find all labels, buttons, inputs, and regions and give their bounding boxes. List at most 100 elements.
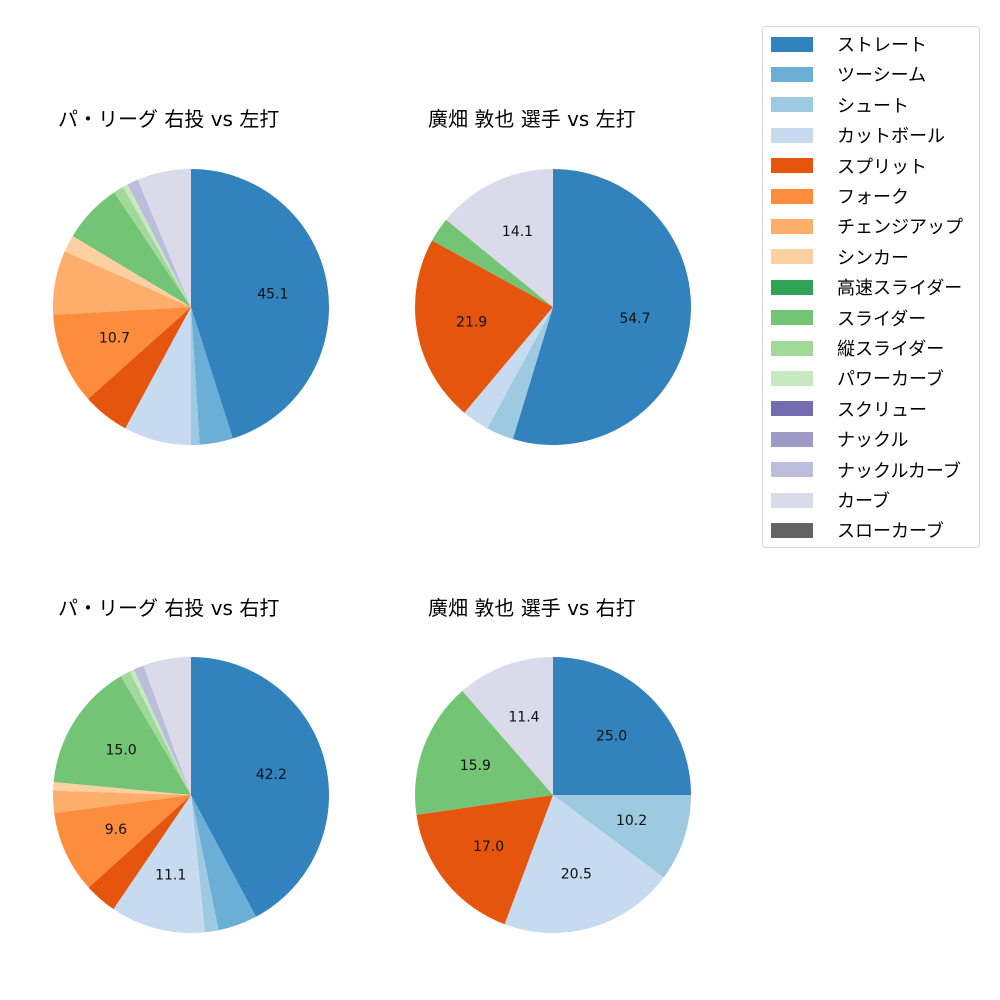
pie-slice-label: 15.9 — [460, 758, 491, 774]
legend-item: ツーシーム — [771, 63, 927, 87]
pie-slice — [88, 307, 191, 429]
pie-slice — [53, 251, 191, 315]
legend-label: ストレート — [837, 35, 927, 56]
legend-swatch — [771, 36, 813, 52]
legend: ストレートツーシームシュートカットボール スプリットフォークチェンジアップシンカー… — [762, 26, 980, 548]
legend-item: スプリット — [771, 155, 927, 178]
pie-slice — [123, 184, 191, 307]
pie-slice — [114, 186, 191, 307]
legend-item: ストレート — [771, 33, 927, 56]
legend-item: フォーク — [771, 185, 909, 208]
pie-slice — [415, 690, 553, 815]
legend-item: チェンジアップ — [771, 215, 963, 239]
pie-slice — [191, 795, 219, 933]
legend-item: スクリュー — [771, 398, 927, 421]
legend-label: ナックルカーブ — [837, 460, 961, 482]
pie-slice — [415, 240, 553, 413]
pie-slice — [432, 219, 553, 307]
pie-slice — [191, 307, 233, 445]
pie-slice — [88, 795, 191, 910]
pie-slice — [504, 795, 664, 934]
legend-swatch — [771, 158, 813, 174]
pie-slice-label: 20.5 — [561, 866, 592, 882]
pie-slice-label: 10.2 — [616, 813, 647, 829]
chart-title-player-vs-left: 廣畑 敦也 選手 vs 左打 — [428, 107, 636, 131]
pie-slice — [191, 795, 256, 931]
chart-title-league-vs-right: パ・リーグ 右投 vs 右打 — [58, 596, 280, 620]
pie-slice-label: 21.9 — [456, 314, 487, 330]
legend-swatch — [771, 431, 813, 447]
pie-slice — [553, 795, 691, 878]
legend-label: ナックル — [837, 430, 909, 452]
legend-swatch — [771, 127, 813, 143]
legend-label: カーブ — [837, 491, 890, 512]
pie-slice-label: 11.4 — [508, 709, 539, 725]
legend-label: ツーシーム — [837, 65, 927, 87]
legend-label: カットボール — [837, 126, 945, 148]
pie-slice-label: 11.1 — [155, 867, 186, 883]
pie-slice — [416, 795, 553, 925]
legend-label: スプリット — [837, 156, 927, 178]
legend-swatch — [771, 218, 813, 234]
pie-slice — [191, 169, 329, 439]
legend-swatch — [771, 370, 813, 386]
pie-slice — [462, 657, 553, 795]
pie-slice-label: 15.0 — [106, 743, 137, 759]
pie-slice — [127, 179, 191, 307]
pie-slice-label: 14.1 — [502, 224, 533, 240]
legend-item: 高速スライダー — [771, 276, 962, 299]
legend-label: パワーカーブ — [837, 369, 944, 391]
pie-slice — [191, 307, 200, 445]
pie-slice — [53, 790, 192, 814]
legend-item: スローカーブ — [771, 519, 944, 542]
pie-slice-label: 42.2 — [256, 767, 287, 783]
pie-slice — [137, 169, 191, 307]
pie-slice — [120, 671, 191, 795]
pie-slice-label: 25.0 — [596, 728, 627, 744]
legend-item: カーブ — [771, 489, 890, 512]
legend-swatch — [771, 249, 813, 265]
pie-slice-label: 17.0 — [473, 839, 504, 855]
legend-swatch — [771, 97, 813, 113]
legend-item: スライダー — [771, 307, 927, 330]
legend-label: チェンジアップ — [837, 217, 963, 239]
legend-swatch — [771, 188, 813, 204]
legend-label: フォーク — [837, 187, 909, 208]
pie-slice — [143, 657, 191, 795]
legend-swatch — [771, 310, 813, 326]
pie-slice — [464, 307, 553, 429]
chart-title-player-vs-right: 廣畑 敦也 選手 vs 右打 — [428, 596, 636, 620]
legend-label: スライダー — [837, 308, 927, 330]
pie-slice-label: 9.6 — [105, 822, 127, 838]
legend-label: シュート — [837, 95, 909, 117]
legend-swatch — [771, 492, 813, 508]
pie-slice — [125, 307, 191, 445]
legend-item: シンカー — [771, 246, 909, 269]
pie-slice-label: 10.7 — [99, 331, 130, 347]
legend-swatch — [771, 279, 813, 295]
pie-slice — [53, 307, 192, 399]
chart-title-league-vs-left: パ・リーグ 右投 vs 左打 — [58, 107, 280, 131]
legend-item: 縦スライダー — [771, 337, 945, 360]
legend-item: ナックル — [771, 428, 909, 452]
pie-slice — [53, 782, 191, 795]
legend-swatch — [771, 401, 813, 417]
pie-slice — [113, 795, 205, 933]
legend-swatch — [771, 340, 813, 356]
legend-swatch — [771, 522, 813, 538]
legend-item: シュート — [771, 94, 909, 117]
pie-slice — [512, 169, 691, 445]
pie-slice-label: 45.1 — [257, 286, 288, 302]
pie-slice — [72, 192, 191, 307]
legend-item: カットボール — [771, 124, 945, 148]
legend-label: 縦スライダー — [837, 339, 945, 360]
pie-slice — [133, 665, 191, 795]
pie-slice — [54, 795, 191, 888]
legend-item: ナックルカーブ — [771, 459, 961, 482]
legend-swatch — [771, 462, 813, 478]
pie-slice — [129, 669, 191, 795]
